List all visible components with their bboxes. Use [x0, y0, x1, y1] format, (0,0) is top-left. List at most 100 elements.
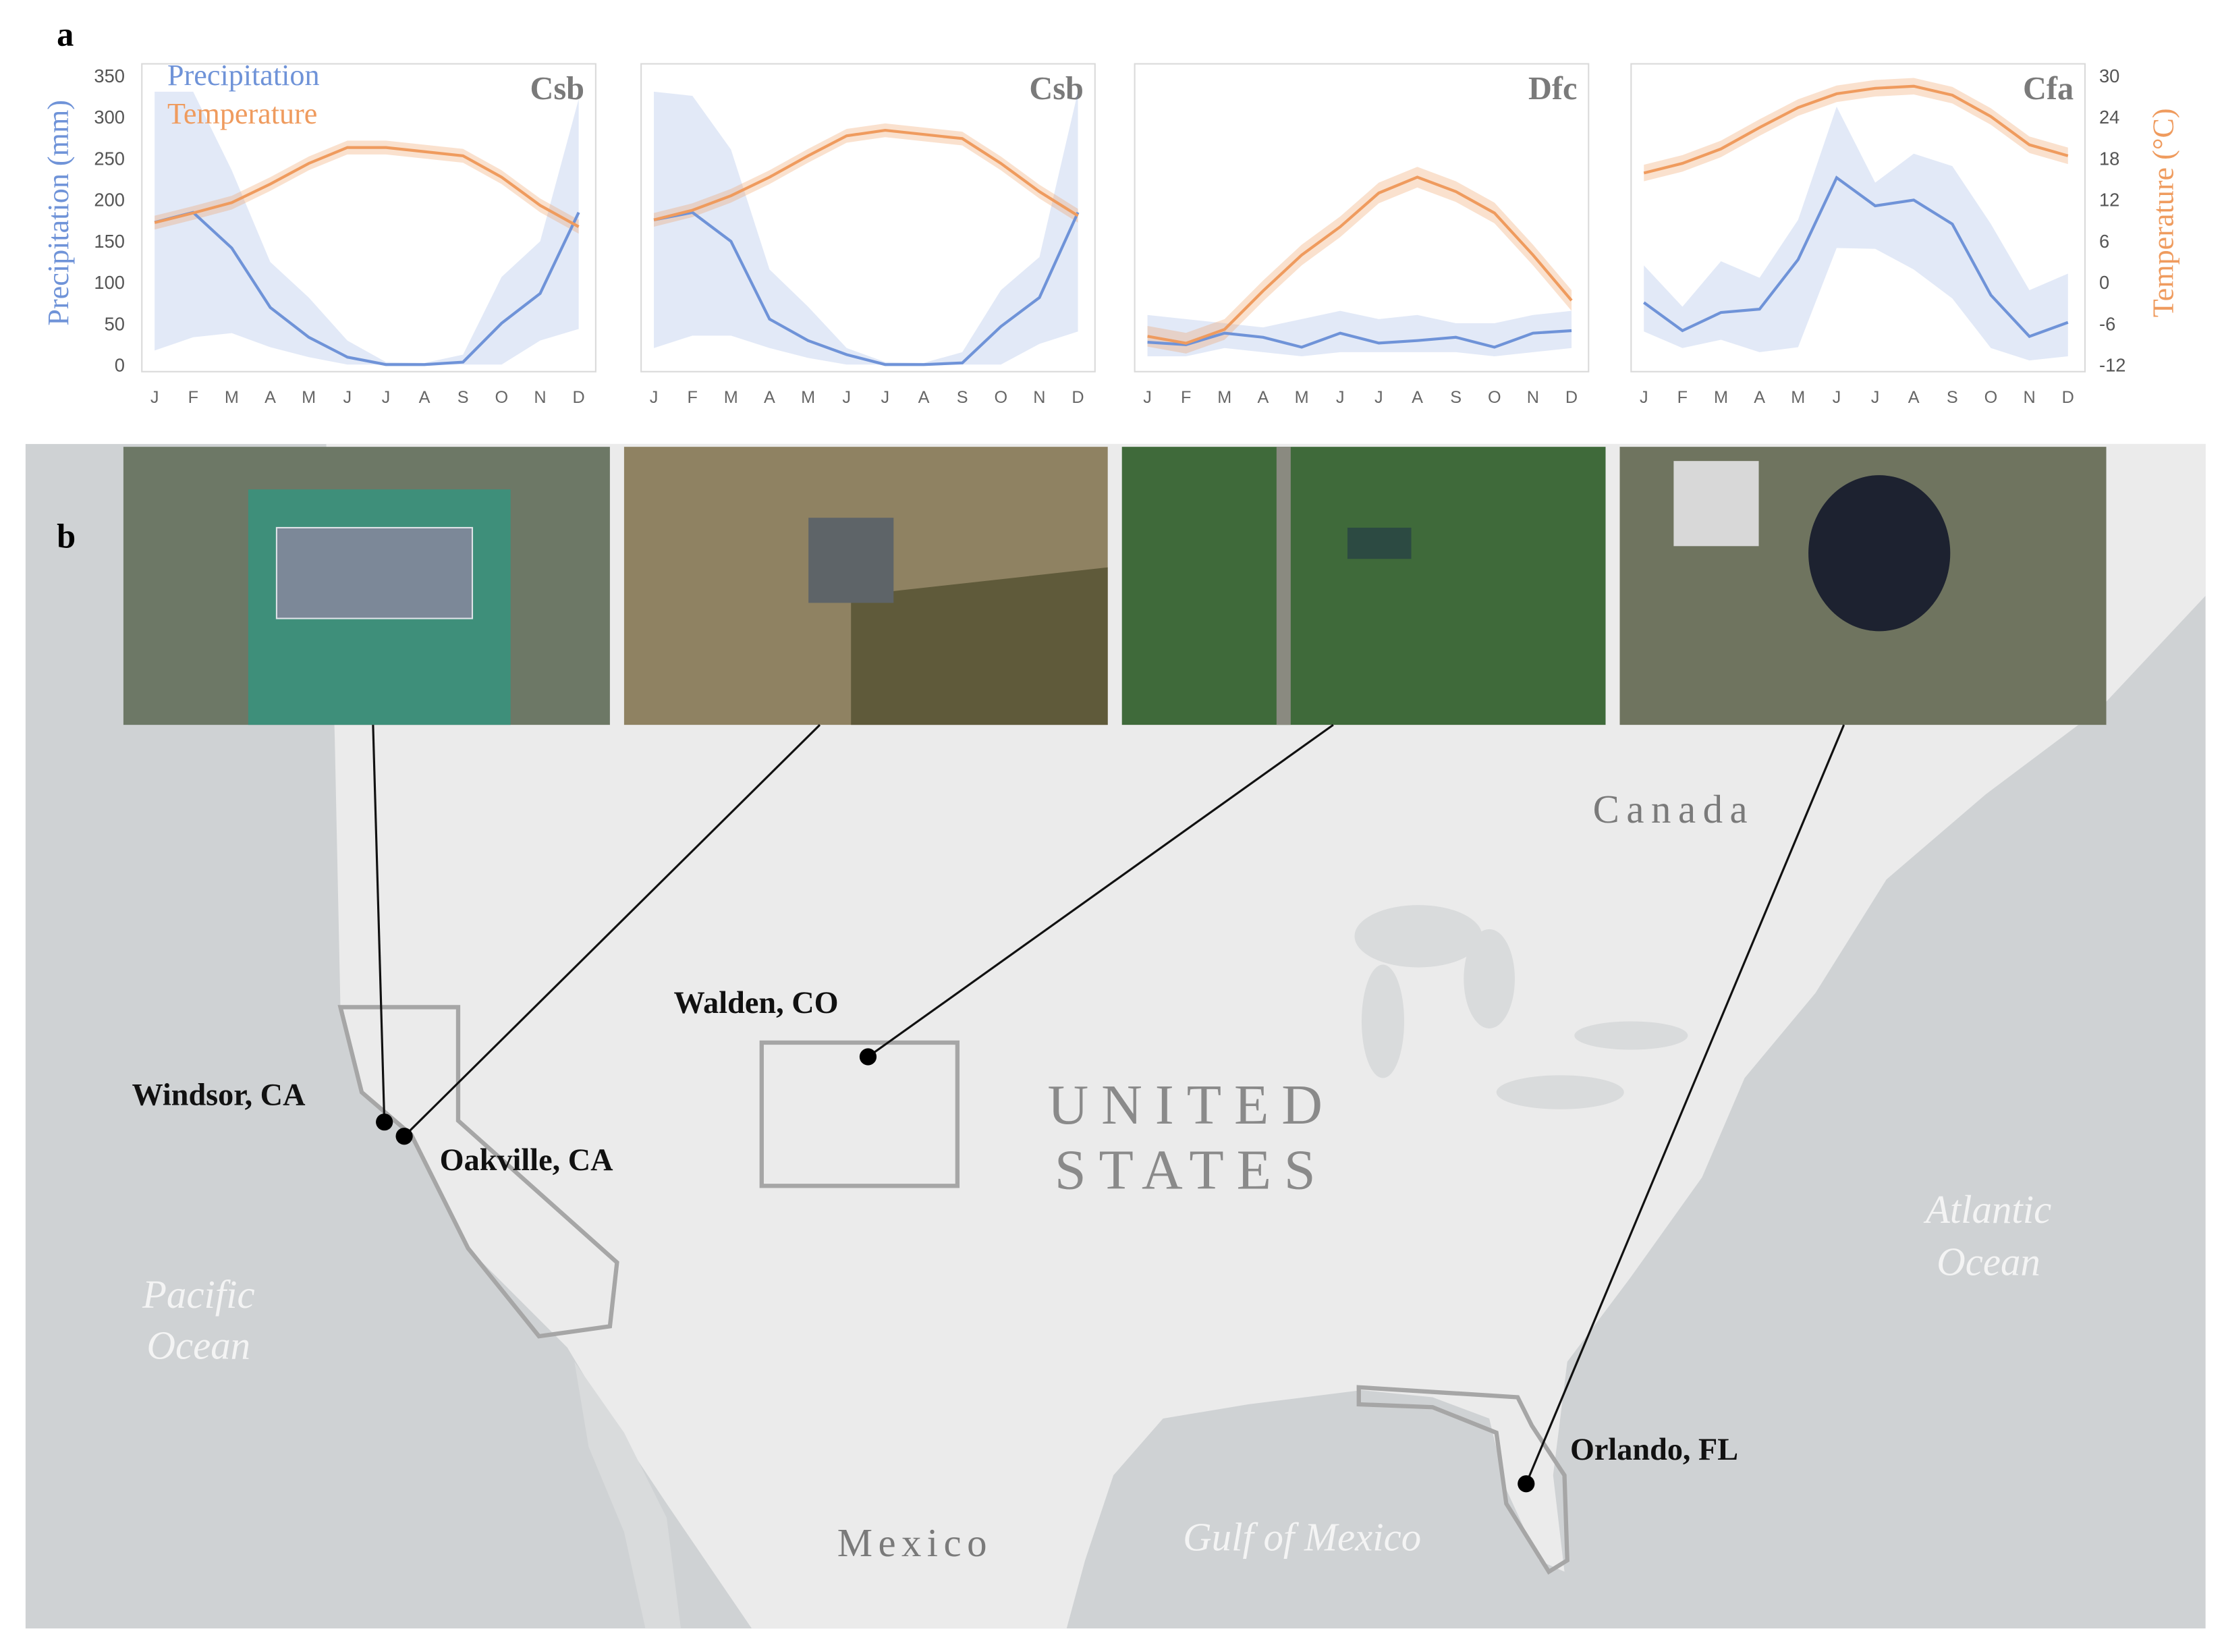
chart-title: Dfc: [1528, 71, 1577, 107]
x-tick-label: A: [1908, 388, 1920, 407]
region-label: Canada: [1593, 788, 1755, 831]
x-tick-label: F: [687, 388, 697, 407]
city-label: Oakville, CA: [440, 1143, 613, 1178]
x-tick-label: A: [1754, 388, 1765, 407]
x-tick-label: J: [343, 388, 352, 407]
x-tick-label: N: [2024, 388, 2036, 407]
x-tick-label: M: [225, 388, 239, 407]
y2-axis-label: Temperature (°C): [2146, 108, 2179, 317]
x-tick-label: J: [1871, 388, 1880, 407]
lake: [1361, 964, 1405, 1078]
connectors: [372, 723, 1845, 1485]
photo-panels: [1347, 527, 1412, 559]
x-tick-label: J: [650, 388, 659, 407]
x-tick-label: N: [534, 388, 546, 407]
city-dot: [376, 1113, 393, 1131]
y-tick-label: 300: [94, 107, 125, 128]
x-tick-label: F: [1677, 388, 1688, 407]
region-label: Gulf of Mexico: [1183, 1515, 1421, 1559]
state-outline: [759, 1040, 960, 1188]
panel-label: a: [57, 15, 74, 53]
region-label: Ocean: [147, 1324, 251, 1368]
x-tick-label: S: [1947, 388, 1958, 407]
y-axis-label: Precipitation (mm): [42, 100, 75, 326]
region-label: STATES: [1055, 1138, 1329, 1201]
x-tick-label: J: [881, 388, 890, 407]
city-dots: [376, 1048, 1535, 1493]
lake: [1464, 929, 1515, 1028]
y2-tick-label: 30: [2099, 65, 2119, 86]
region-label: UNITED: [1048, 1074, 1335, 1136]
x-tick-label: A: [265, 388, 276, 407]
legend-entry: Temperature: [167, 97, 317, 130]
map: Windsor, CA Oakville, CA Walden, CO Orla…: [25, 443, 2206, 1629]
x-tick-label: M: [1791, 388, 1805, 407]
y2-tick-label: 18: [2099, 148, 2119, 169]
x-tick-label: S: [957, 388, 968, 407]
photo-trees: [851, 567, 1108, 725]
series-line: [1643, 175, 2069, 339]
land: [326, 443, 2206, 1629]
x-tick-label: A: [764, 388, 775, 407]
y-tick-label: 200: [94, 190, 125, 211]
baja-gulf: [574, 1361, 681, 1629]
x-tick-label: J: [842, 388, 851, 407]
x-tick-label: M: [1217, 388, 1231, 407]
x-tick-label: O: [495, 388, 509, 407]
city-dot: [395, 1128, 413, 1145]
series-line: [653, 211, 1080, 366]
region-label: Pacific: [142, 1273, 255, 1317]
series-line: [653, 128, 1079, 221]
photo-road: [1276, 447, 1291, 725]
range-band: [155, 91, 579, 365]
range-band: [1644, 78, 2068, 182]
region-label: Ocean: [1937, 1240, 2040, 1284]
x-tick-label: M: [724, 388, 738, 407]
x-tick-label: A: [918, 388, 930, 407]
x-tick-label: J: [1374, 388, 1383, 407]
photo-pond: [1808, 475, 1951, 632]
series-line: [1147, 329, 1572, 349]
connector: [372, 725, 386, 1122]
y-tick-label: 250: [94, 148, 125, 169]
range-band: [654, 123, 1078, 227]
chart-title: Csb: [1029, 71, 1084, 107]
lake: [1496, 1075, 1624, 1109]
connector: [867, 723, 1334, 1058]
photo-panels: [275, 526, 474, 620]
x-tick-label: J: [382, 388, 391, 407]
series-line: [154, 146, 580, 228]
y-tick-label: 0: [115, 355, 125, 376]
x-tick-label: M: [302, 388, 316, 407]
x-tick-label: S: [1450, 388, 1462, 407]
series-line: [1643, 84, 2069, 175]
region-label: Atlantic: [1923, 1188, 2051, 1232]
plot-frame: [640, 63, 1096, 373]
x-tick-label: M: [1714, 388, 1728, 407]
y-tick-label: 100: [94, 272, 125, 293]
climate-chart: Dfc J F M A M J J A S O N D: [1134, 63, 1590, 407]
y2-tick-label: 0: [2099, 272, 2109, 293]
lake: [1574, 1021, 1688, 1050]
city-label: Windsor, CA: [132, 1078, 306, 1112]
connector: [403, 724, 821, 1137]
city-labels: Windsor, CA Oakville, CA Walden, CO Orla…: [132, 986, 1739, 1467]
x-tick-label: A: [1412, 388, 1423, 407]
y2-tick-label: 24: [2099, 107, 2119, 128]
plot-frame: [141, 63, 596, 373]
x-tick-label: M: [1295, 388, 1309, 407]
state-outline: [337, 1005, 619, 1339]
x-tick-label: J: [1640, 388, 1648, 407]
x-tick-label: A: [419, 388, 430, 407]
range-band: [1147, 167, 1572, 354]
series-line: [1147, 175, 1573, 345]
x-tick-label: S: [457, 388, 469, 407]
region-label: Mexico: [837, 1521, 993, 1565]
x-tick-label: O: [1488, 388, 1501, 407]
lake: [1354, 905, 1482, 968]
x-tick-label: D: [573, 388, 585, 407]
x-tick-label: N: [1033, 388, 1045, 407]
x-tick-label: J: [1833, 388, 1841, 407]
